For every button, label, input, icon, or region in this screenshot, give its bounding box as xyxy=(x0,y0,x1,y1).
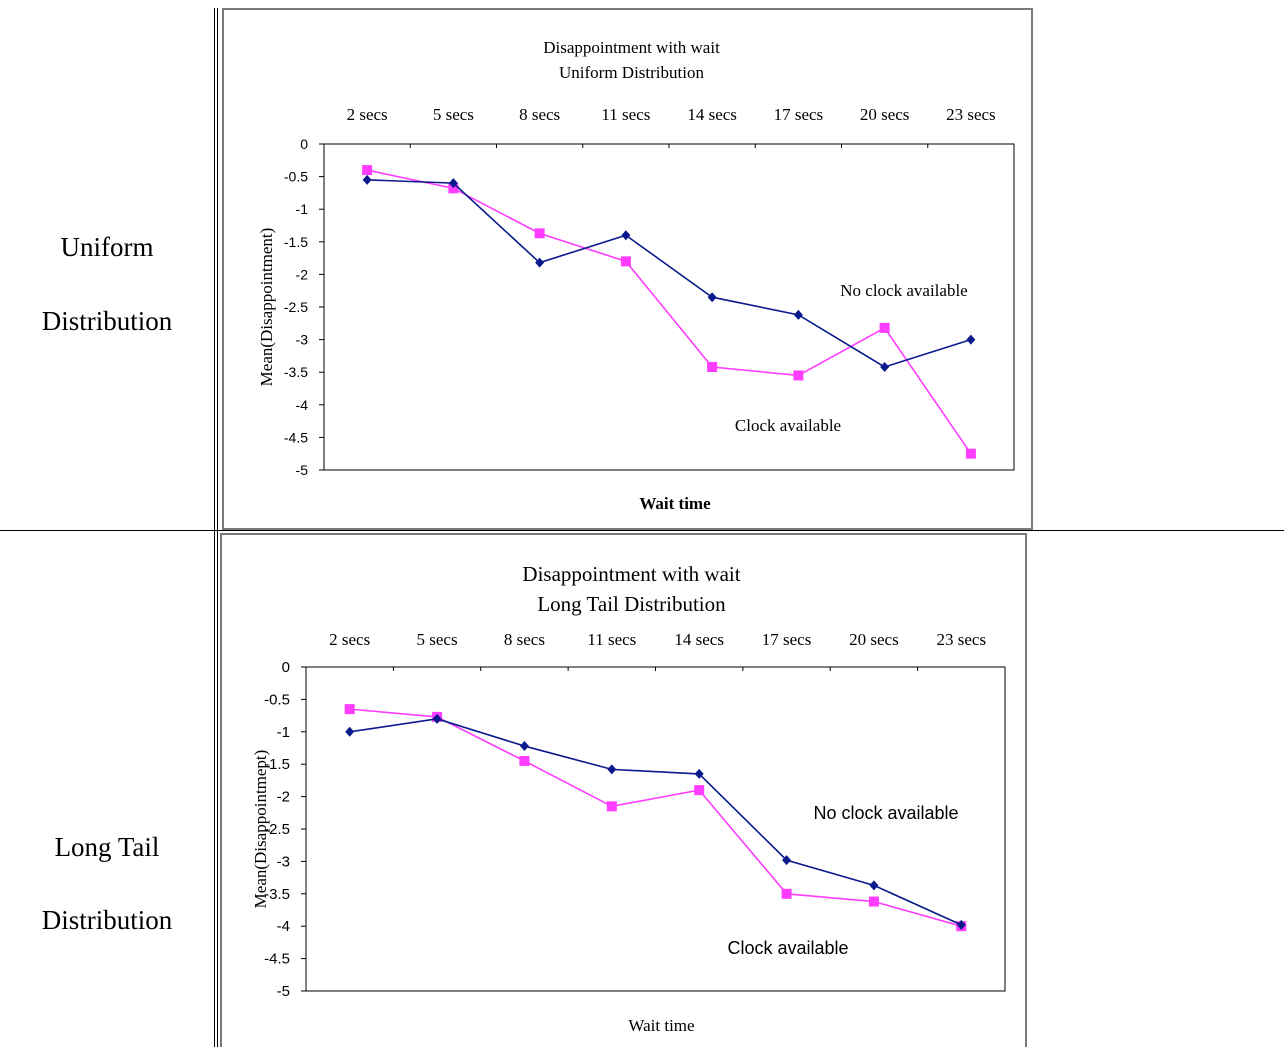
x-tick-label: 11 secs xyxy=(587,630,636,649)
y-tick-label: -1.5 xyxy=(264,756,290,773)
row-label-longtail-line2: Distribution xyxy=(41,905,173,935)
chart-long-tail-svg: Disappointment with wait Long Tail Distri… xyxy=(251,562,1006,1035)
series-line xyxy=(366,169,972,455)
y-tick-label: -5 xyxy=(277,983,290,1000)
data-point-diamond xyxy=(956,919,966,930)
x-tick-label: 14 secs xyxy=(687,105,737,124)
row-label-uniform-line2: Distribution xyxy=(41,306,173,336)
data-point-diamond xyxy=(519,741,529,752)
data-point-square xyxy=(879,322,890,333)
data-point-diamond xyxy=(621,230,631,241)
data-point-square xyxy=(362,165,373,176)
table-divider-horizontal xyxy=(0,530,1284,531)
data-point-square xyxy=(793,370,804,381)
y-tick-label: -1.5 xyxy=(284,234,308,250)
chart-uniform-svg: Disappointment with wait Uniform Distribu… xyxy=(257,38,1015,513)
data-point-diamond xyxy=(707,292,717,303)
series-annotation: No clock available xyxy=(813,803,958,823)
chart-title: Disappointment with wait xyxy=(543,38,720,57)
y-tick-label: 0 xyxy=(300,136,308,152)
data-point-square xyxy=(534,228,545,239)
series-line xyxy=(349,718,962,926)
data-point-square xyxy=(707,361,718,372)
y-tick-label: -4.5 xyxy=(284,429,308,445)
y-axis-label: Mean(Disappointmept) xyxy=(251,750,270,909)
data-point-diamond xyxy=(448,178,458,189)
data-point-diamond xyxy=(694,768,704,779)
y-tick-label: -4.5 xyxy=(264,951,290,968)
x-tick-label: 8 secs xyxy=(504,630,545,649)
series-annotation: Clock available xyxy=(735,416,841,435)
y-tick-label: -4 xyxy=(296,397,309,413)
y-tick-label: -5 xyxy=(296,462,309,478)
data-point-diamond xyxy=(535,257,545,268)
series-annotation: Clock available xyxy=(727,938,848,958)
chart-title: Disappointment with wait xyxy=(522,562,740,586)
data-point-diamond xyxy=(432,713,442,724)
data-point-diamond xyxy=(793,309,803,320)
x-tick-label: 17 secs xyxy=(774,105,824,124)
data-point-square xyxy=(448,183,459,194)
row-label-uniform-line1: Uniform xyxy=(60,232,154,262)
plot-area-frame xyxy=(305,666,1006,992)
y-tick-label: 0 xyxy=(282,659,290,676)
y-tick-label: -4 xyxy=(277,918,290,935)
y-tick-label: -2 xyxy=(296,266,309,282)
data-point-square xyxy=(965,448,976,459)
data-point-diamond xyxy=(869,880,879,891)
x-tick-label: 5 secs xyxy=(417,630,458,649)
series-line xyxy=(367,179,972,368)
chart-subtitle: Uniform Distribution xyxy=(559,63,704,82)
y-tick-label: -1 xyxy=(277,724,290,741)
row-label-longtail-line1: Long Tail xyxy=(54,832,160,862)
series-line xyxy=(349,708,962,927)
data-point-square xyxy=(781,888,792,899)
y-tick-label: -0.5 xyxy=(284,169,308,185)
chart-uniform-distribution: Disappointment with wait Uniform Distribu… xyxy=(222,8,1033,530)
plot-area-frame xyxy=(323,143,1015,471)
y-tick-label: -3.5 xyxy=(264,886,290,903)
x-tick-label: 2 secs xyxy=(347,105,388,124)
series-annotation: No clock available xyxy=(840,281,967,300)
x-tick-label: 20 secs xyxy=(849,630,899,649)
x-tick-label: 17 secs xyxy=(762,630,812,649)
x-tick-label: 23 secs xyxy=(937,630,987,649)
data-point-diamond xyxy=(345,726,355,737)
data-point-diamond xyxy=(966,334,976,345)
table-divider-vertical xyxy=(214,8,215,1047)
y-tick-label: -3 xyxy=(277,853,290,870)
data-point-square xyxy=(606,801,617,812)
x-tick-label: 8 secs xyxy=(519,105,560,124)
data-point-diamond xyxy=(362,174,372,185)
x-axis-label: Wait time xyxy=(628,1016,694,1035)
x-tick-label: 14 secs xyxy=(674,630,724,649)
y-tick-label: -2.5 xyxy=(284,299,308,315)
x-tick-label: 23 secs xyxy=(946,105,996,124)
y-tick-label: -2 xyxy=(277,789,290,806)
data-point-square xyxy=(519,755,530,766)
y-tick-label: -1 xyxy=(296,201,309,217)
data-point-diamond xyxy=(880,361,890,372)
y-tick-label: -3.5 xyxy=(284,364,308,380)
x-tick-label: 2 secs xyxy=(329,630,370,649)
x-axis-label: Wait time xyxy=(639,494,711,513)
y-tick-label: -0.5 xyxy=(264,691,290,708)
data-point-diamond xyxy=(782,855,792,866)
x-tick-label: 20 secs xyxy=(860,105,910,124)
data-point-square xyxy=(620,256,631,267)
table-divider-vertical-inner xyxy=(217,8,218,1047)
data-point-square xyxy=(694,785,705,796)
y-tick-label: -2.5 xyxy=(264,821,290,838)
y-axis-label: Mean(Disappointment) xyxy=(257,228,276,387)
data-point-diamond xyxy=(607,764,617,775)
x-tick-label: 11 secs xyxy=(601,105,650,124)
chart-long-tail-distribution: Disappointment with wait Long Tail Distri… xyxy=(220,533,1027,1047)
x-tick-label: 5 secs xyxy=(433,105,474,124)
chart-subtitle: Long Tail Distribution xyxy=(537,592,726,616)
y-tick-label: -3 xyxy=(296,332,309,348)
data-point-square xyxy=(344,704,355,715)
data-point-square xyxy=(868,896,879,907)
